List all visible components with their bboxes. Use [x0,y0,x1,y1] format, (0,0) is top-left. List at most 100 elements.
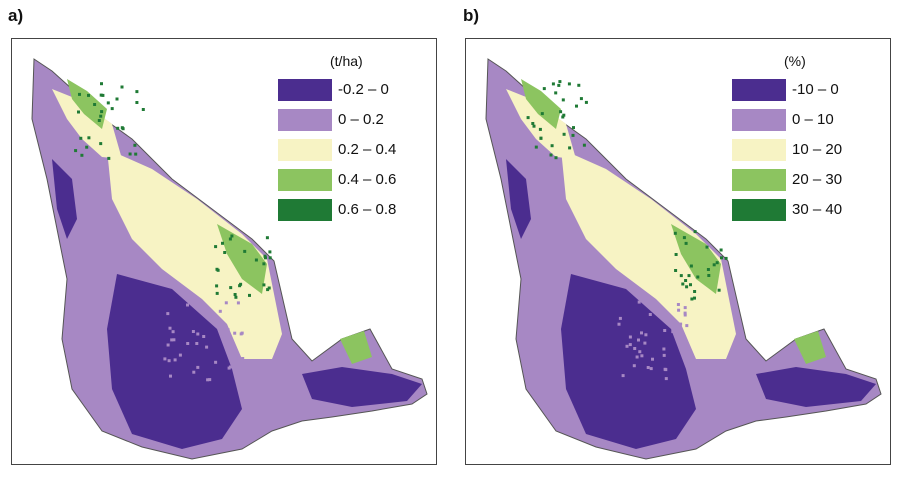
legend-a-swatch [278,109,332,131]
class5-pixel [264,256,267,260]
class2-pixel [205,345,209,349]
class5-pixel [100,82,103,86]
class5-pixel [115,97,119,101]
class5-pixel [80,153,84,157]
class2-pixel [671,330,675,334]
class2-pixel [683,306,687,310]
class5-pixel [554,156,558,160]
class2-pixel [236,301,240,305]
class2-pixel [196,365,200,369]
class2-pixel [618,316,622,320]
class5-pixel [705,245,709,249]
class1-zone [107,274,242,449]
class5-pixel [531,122,535,125]
class2-pixel [662,353,666,357]
class5-pixel [116,126,120,130]
class5-pixel [134,152,138,156]
map-b-region [485,58,882,460]
legend-b-label: 30 – 40 [792,201,843,218]
class5-pixel [223,251,227,254]
class3-zone [561,149,736,359]
class2-pixel [688,371,692,375]
legend-a-swatch [278,79,332,101]
class2-pixel [171,330,175,334]
legend-b-label: 10 – 20 [792,141,843,158]
class5-pixel [690,297,694,301]
legend-b-item: 0 – 10 [732,107,872,133]
class2-pixel [640,354,644,358]
class2-pixel [163,357,167,361]
class4-zone [340,331,372,364]
panel-b-label: b) [463,6,480,25]
class2-pixel [643,341,647,345]
class2-pixel [687,351,691,355]
class2-pixel [198,308,202,312]
legend-b-swatch [732,109,786,131]
class1-zone [52,159,77,239]
legend-a-label: 0.4 – 0.6 [338,171,397,188]
class5-pixel [101,93,105,97]
legend-a-item: 0 – 0.2 [278,107,418,133]
class5-pixel [557,83,561,87]
class2-pixel [679,322,683,326]
class5-pixel [93,103,97,106]
map-b-svg [485,58,882,460]
class2-pixel [188,300,191,303]
class5-pixel [120,126,124,130]
class5-pixel [238,284,242,288]
class5-pixel [539,136,543,140]
class2-pixel [218,309,222,313]
class5-pixel [77,110,80,114]
class5-pixel [679,274,683,278]
class5-pixel [706,268,710,271]
class5-pixel [214,245,218,249]
legend-b-item: 30 – 40 [732,197,872,223]
class2-pixel [651,357,654,361]
class2-pixel [617,322,621,326]
legend-a: (t/ha) -0.2 – 0 0 – 0.2 0.2 – 0.4 0.4 – … [278,53,418,227]
legend-b: (%) -10 – 0 0 – 10 10 – 20 20 – 30 30 – … [732,53,872,227]
class5-pixel [265,236,269,240]
class5-pixel [561,115,565,119]
legend-a-item: 0.2 – 0.4 [278,137,418,163]
class5-pixel [254,258,258,262]
class5-pixel [99,93,103,97]
class2-pixel [240,331,244,335]
class2-pixel [683,311,687,315]
class5-pixel [715,261,719,265]
class5-pixel [551,82,555,86]
class5-pixel [717,288,721,292]
legend-b-label: -10 – 0 [792,81,839,98]
class2-pixel [233,331,237,335]
legend-a-item: -0.2 – 0 [278,77,418,103]
class5-pixel [572,126,575,130]
class2-pixel [202,335,206,338]
class5-pixel [559,110,563,114]
legend-a-title: (t/ha) [330,53,363,69]
class2-pixel [168,326,172,330]
class5-pixel [97,119,101,122]
class5-pixel [128,152,132,156]
class2-pixel [167,359,171,363]
legend-a-swatch [278,139,332,161]
class2-pixel [192,370,196,374]
class1-zone [756,367,876,407]
legend-b-swatch [732,169,786,191]
class2-pixel [640,331,643,335]
class5-pixel [674,269,678,272]
class2-pixel [663,329,667,332]
class5-pixel [689,283,692,287]
class2-pixel [166,343,170,347]
class2-pixel [685,324,689,328]
legend-a-label: 0.6 – 0.8 [338,201,397,218]
class2-pixel [166,312,170,316]
class2-pixel [224,301,228,305]
class5-pixel [99,142,103,146]
class2-pixel [207,317,211,321]
class5-pixel [248,293,251,297]
class2-pixel [637,338,640,342]
class2-pixel [646,366,650,369]
class2-pixel [217,318,221,322]
class5-pixel [107,156,111,160]
class2-pixel [208,378,212,382]
